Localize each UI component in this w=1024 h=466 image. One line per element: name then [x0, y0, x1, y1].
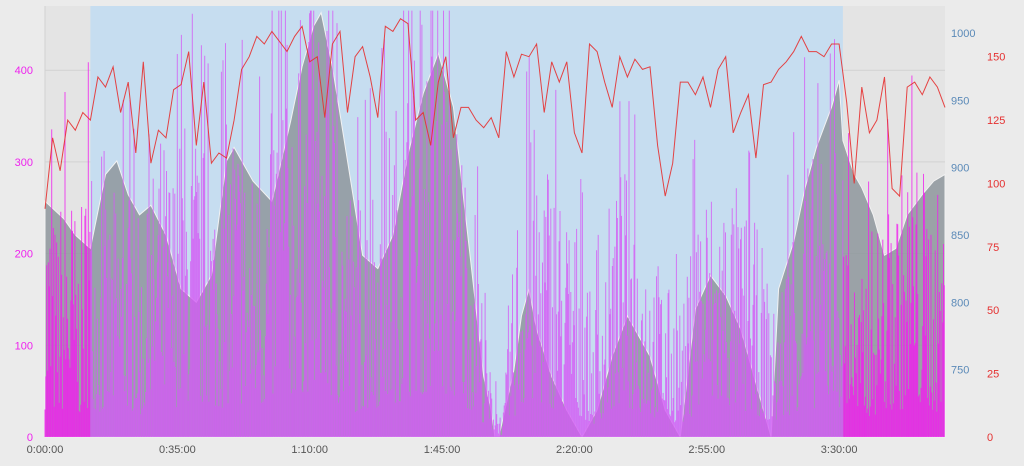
- heart-rate-tick-label: 75: [987, 242, 999, 254]
- time-tick-label: 2:55:00: [688, 444, 725, 456]
- elevation-tick-label: 850: [951, 230, 969, 242]
- time-axis: 0:00:00 0:35:00 1:10:00 1:45:00 2:20:00 2:55:…: [27, 444, 858, 456]
- time-tick-label: 2:20:00: [556, 444, 593, 456]
- time-tick-label: 1:10:00: [291, 444, 328, 456]
- heart-rate-tick-label: 125: [987, 115, 1005, 127]
- heart-rate-tick-label: 25: [987, 369, 999, 381]
- heart-rate-tick-label: 100: [987, 178, 1005, 190]
- time-tick-label: 1:45:00: [424, 444, 461, 456]
- power-tick-label: 100: [15, 340, 33, 352]
- power-tick-label: 200: [15, 249, 33, 261]
- heart-rate-line: [44, 17, 946, 209]
- power-tick-label: 300: [15, 157, 33, 169]
- heart-rate-tick-label: 50: [987, 305, 999, 317]
- time-tick-label: 0:35:00: [159, 444, 196, 456]
- elevation-tick-label: 900: [951, 163, 969, 175]
- power-axis: 0 100 200 300 400: [15, 65, 33, 444]
- elevation-tick-label: 800: [951, 297, 969, 309]
- power-series: [44, 10, 945, 437]
- elevation-tick-label: 750: [951, 365, 969, 377]
- heart-rate-axis: 0 25 50 75 100 125 150: [987, 52, 1005, 444]
- heart-rate-tick-label: 150: [987, 52, 1005, 64]
- power-tick-label: 400: [15, 65, 33, 77]
- power-tick-label: 0: [27, 432, 33, 444]
- elevation-tick-label: 950: [951, 95, 969, 107]
- heart-rate-tick-label: 0: [987, 432, 993, 444]
- time-tick-label: 0:00:00: [27, 444, 64, 456]
- elevation-axis: 750 800 850 900 950 1000: [951, 28, 975, 377]
- time-tick-label: 3:30:00: [821, 444, 858, 456]
- elevation-tick-label: 1000: [951, 28, 975, 40]
